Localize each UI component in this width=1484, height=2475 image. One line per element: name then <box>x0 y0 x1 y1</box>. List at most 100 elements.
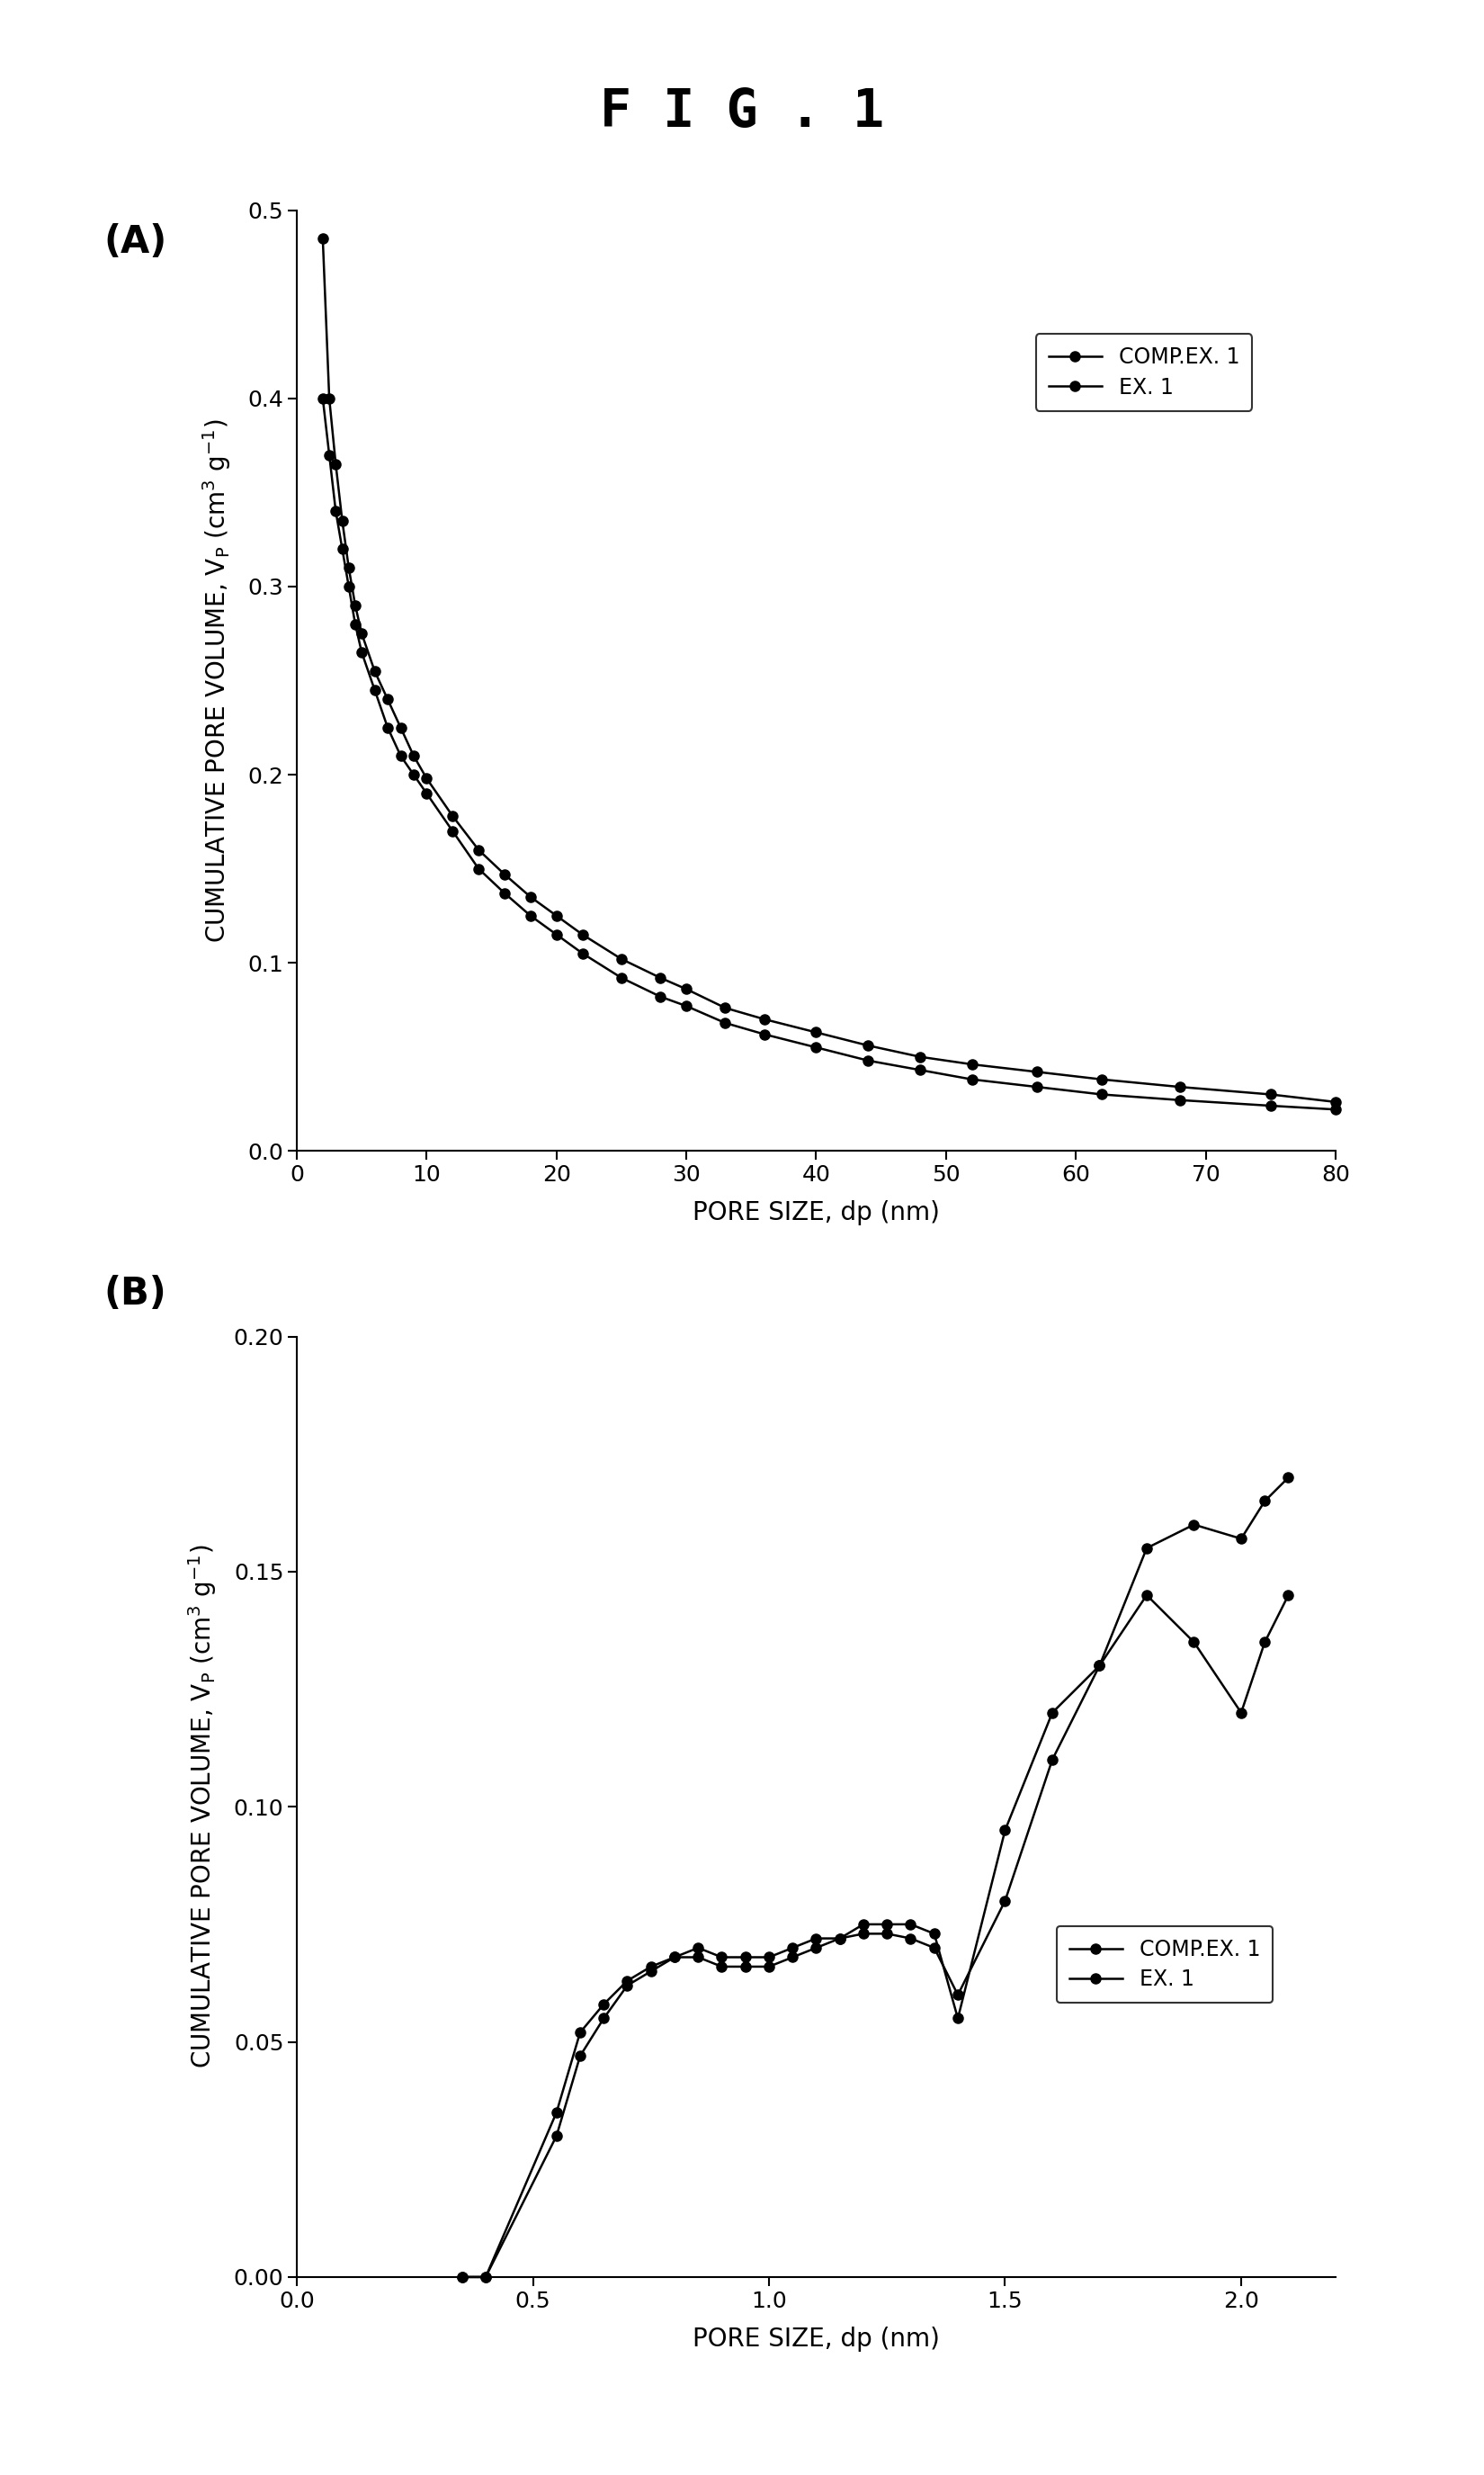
EX. 1 <box>453 2262 470 2292</box>
Line: EX. 1: EX. 1 <box>318 233 1340 1106</box>
EX. 1 <box>619 1965 637 1995</box>
EX. 1 <box>1261 1079 1279 1109</box>
EX. 1 <box>1232 1698 1250 1728</box>
COMP.EX. 1 <box>613 963 631 992</box>
EX. 1 <box>1138 1579 1156 1609</box>
COMP.EX. 1 <box>1028 1072 1046 1101</box>
COMP.EX. 1 <box>855 1918 873 1948</box>
EX. 1 <box>1043 1698 1061 1728</box>
EX. 1 <box>476 2262 494 2292</box>
EX. 1 <box>469 834 487 864</box>
Legend: COMP.EX. 1, EX. 1: COMP.EX. 1, EX. 1 <box>1036 334 1252 411</box>
EX. 1 <box>1091 1651 1109 1681</box>
COMP.EX. 1 <box>353 639 371 668</box>
COMP.EX. 1 <box>378 713 396 742</box>
Y-axis label: CUMULATIVE PORE VOLUME, $\mathregular{V_P}$ (cm$\mathregular{^3}$ g$\mathregular: CUMULATIVE PORE VOLUME, $\mathregular{V_… <box>187 1544 218 2069</box>
COMP.EX. 1 <box>444 817 462 846</box>
COMP.EX. 1 <box>948 1980 966 2010</box>
EX. 1 <box>948 2005 966 2034</box>
EX. 1 <box>712 1953 730 1982</box>
EX. 1 <box>321 384 338 413</box>
EX. 1 <box>365 656 383 686</box>
EX. 1 <box>548 2096 565 2126</box>
X-axis label: PORE SIZE, dp (nm): PORE SIZE, dp (nm) <box>693 1200 939 1225</box>
EX. 1 <box>1255 1629 1273 1658</box>
EX. 1 <box>1028 1057 1046 1087</box>
Text: (A): (A) <box>104 223 168 260</box>
EX. 1 <box>666 1943 684 1973</box>
COMP.EX. 1 <box>619 1970 637 2000</box>
COMP.EX. 1 <box>340 572 358 601</box>
COMP.EX. 1 <box>522 901 540 931</box>
EX. 1 <box>340 552 358 582</box>
COMP.EX. 1 <box>1186 1510 1204 1539</box>
EX. 1 <box>353 619 371 648</box>
COMP.EX. 1 <box>1261 1091 1279 1121</box>
COMP.EX. 1 <box>760 1943 778 1973</box>
EX. 1 <box>1186 1629 1204 1658</box>
COMP.EX. 1 <box>1138 1532 1156 1564</box>
COMP.EX. 1 <box>392 740 410 770</box>
COMP.EX. 1 <box>418 780 436 809</box>
EX. 1 <box>444 802 462 832</box>
COMP.EX. 1 <box>651 983 669 1012</box>
EX. 1 <box>807 1017 825 1047</box>
EX. 1 <box>677 975 695 1005</box>
Text: (B): (B) <box>104 1275 166 1312</box>
Line: COMP.EX. 1: COMP.EX. 1 <box>457 1473 1294 2282</box>
COMP.EX. 1 <box>1255 1485 1273 1515</box>
COMP.EX. 1 <box>573 938 591 968</box>
COMP.EX. 1 <box>784 1933 801 1963</box>
EX. 1 <box>717 992 735 1022</box>
Line: EX. 1: EX. 1 <box>457 1589 1294 2282</box>
EX. 1 <box>346 592 364 621</box>
EX. 1 <box>405 740 423 770</box>
COMP.EX. 1 <box>677 990 695 1020</box>
EX. 1 <box>548 901 565 931</box>
EX. 1 <box>613 943 631 973</box>
Text: F I G . 1: F I G . 1 <box>600 87 884 139</box>
COMP.EX. 1 <box>453 2262 470 2292</box>
EX. 1 <box>378 686 396 715</box>
EX. 1 <box>855 1911 873 1940</box>
EX. 1 <box>911 1042 929 1072</box>
COMP.EX. 1 <box>736 1943 754 1973</box>
EX. 1 <box>963 1049 981 1079</box>
COMP.EX. 1 <box>365 676 383 705</box>
EX. 1 <box>326 450 344 480</box>
COMP.EX. 1 <box>1279 1463 1297 1492</box>
X-axis label: PORE SIZE, dp (nm): PORE SIZE, dp (nm) <box>693 2326 939 2351</box>
COMP.EX. 1 <box>1171 1084 1189 1114</box>
COMP.EX. 1 <box>859 1047 877 1077</box>
COMP.EX. 1 <box>666 1943 684 1973</box>
COMP.EX. 1 <box>712 1943 730 1973</box>
COMP.EX. 1 <box>807 1032 825 1062</box>
EX. 1 <box>831 1923 849 1953</box>
EX. 1 <box>643 1953 660 1982</box>
COMP.EX. 1 <box>807 1923 825 1953</box>
EX. 1 <box>573 921 591 950</box>
EX. 1 <box>1092 1064 1110 1094</box>
COMP.EX. 1 <box>469 854 487 884</box>
EX. 1 <box>496 859 513 889</box>
COMP.EX. 1 <box>996 1886 1014 1916</box>
COMP.EX. 1 <box>643 1955 660 1985</box>
COMP.EX. 1 <box>1232 1525 1250 1554</box>
EX. 1 <box>571 2017 589 2047</box>
EX. 1 <box>760 1953 778 1982</box>
EX. 1 <box>689 1943 706 1973</box>
COMP.EX. 1 <box>496 879 513 908</box>
Legend: COMP.EX. 1, EX. 1: COMP.EX. 1, EX. 1 <box>1057 1926 1273 2002</box>
Line: COMP.EX. 1: COMP.EX. 1 <box>318 394 1340 1114</box>
COMP.EX. 1 <box>963 1064 981 1094</box>
COMP.EX. 1 <box>902 1923 920 1953</box>
COMP.EX. 1 <box>755 1020 773 1049</box>
COMP.EX. 1 <box>926 1933 944 1963</box>
EX. 1 <box>1327 1087 1345 1116</box>
EX. 1 <box>784 1943 801 1973</box>
EX. 1 <box>902 1911 920 1940</box>
Y-axis label: CUMULATIVE PORE VOLUME, $\mathregular{V_P}$ (cm$\mathregular{^3}$ g$\mathregular: CUMULATIVE PORE VOLUME, $\mathregular{V_… <box>200 418 233 943</box>
EX. 1 <box>879 1911 896 1940</box>
EX. 1 <box>736 1953 754 1982</box>
EX. 1 <box>755 1005 773 1035</box>
